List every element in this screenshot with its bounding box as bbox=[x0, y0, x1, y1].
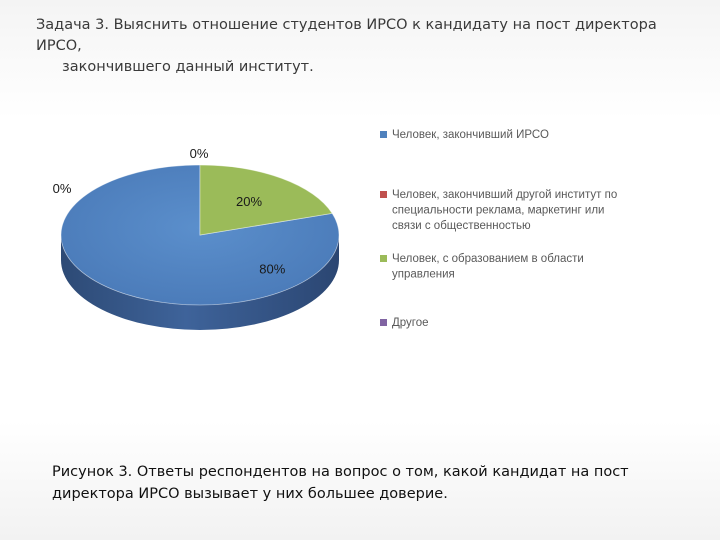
legend-label-2-line-1: Человек, закончивший другой институт по bbox=[392, 189, 617, 201]
legend-item-1: Человек, закончивший ИРСО bbox=[380, 129, 549, 141]
legend-label-2-line-3: связи с общественностью bbox=[392, 220, 531, 232]
slide-heading: Задача 3. Выяснить отношение студентов И… bbox=[36, 15, 706, 78]
caption-line-2: директора ИРСО вызывает у них большее до… bbox=[52, 486, 448, 502]
legend-item-2: Человек, закончивший другой институт по с… bbox=[380, 189, 617, 232]
slice-3-top bbox=[199, 164, 333, 236]
caption-line-1: Рисунок 3. Ответы респондентов на вопрос… bbox=[52, 464, 629, 480]
legend-label-4-line-1: Другое bbox=[392, 317, 429, 329]
heading-line-2: закончившего данный институт. bbox=[62, 59, 314, 75]
slice-4-value-label: 0% bbox=[53, 181, 72, 196]
slice-1-side bbox=[61, 235, 339, 330]
slice-3-value-label: 20% bbox=[236, 194, 262, 209]
slice-2-value-label: 0% bbox=[190, 146, 209, 161]
legend-label-2-line-2: специальности реклама, маркетинг или bbox=[392, 205, 604, 217]
legend-item-3: Человек, с образованием в области управле… bbox=[380, 253, 584, 281]
legend-swatch-2 bbox=[380, 191, 387, 198]
legend-swatch-1 bbox=[380, 131, 387, 138]
slice-1-value-label: 80% bbox=[259, 262, 285, 277]
legend-swatch-3 bbox=[380, 255, 387, 262]
legend-item-4: Другое bbox=[380, 317, 429, 329]
heading-line-1: Задача 3. Выяснить отношение студентов И… bbox=[36, 17, 657, 54]
legend-label-3-line-1: Человек, с образованием в области bbox=[392, 253, 584, 265]
legend-swatch-4 bbox=[380, 319, 387, 326]
legend-label-1-line-1: Человек, закончивший ИРСО bbox=[392, 129, 549, 141]
legend-label-3-line-2: управления bbox=[392, 269, 455, 281]
figure-caption: Рисунок 3. Ответы респондентов на вопрос… bbox=[52, 461, 692, 505]
